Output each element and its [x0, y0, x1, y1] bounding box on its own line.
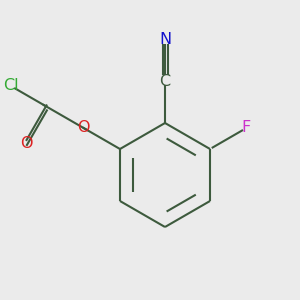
Text: O: O — [77, 121, 90, 136]
Text: O: O — [20, 136, 32, 151]
Text: Cl: Cl — [3, 79, 19, 94]
Text: N: N — [159, 32, 171, 46]
Text: F: F — [242, 121, 251, 136]
Text: C: C — [159, 74, 171, 88]
